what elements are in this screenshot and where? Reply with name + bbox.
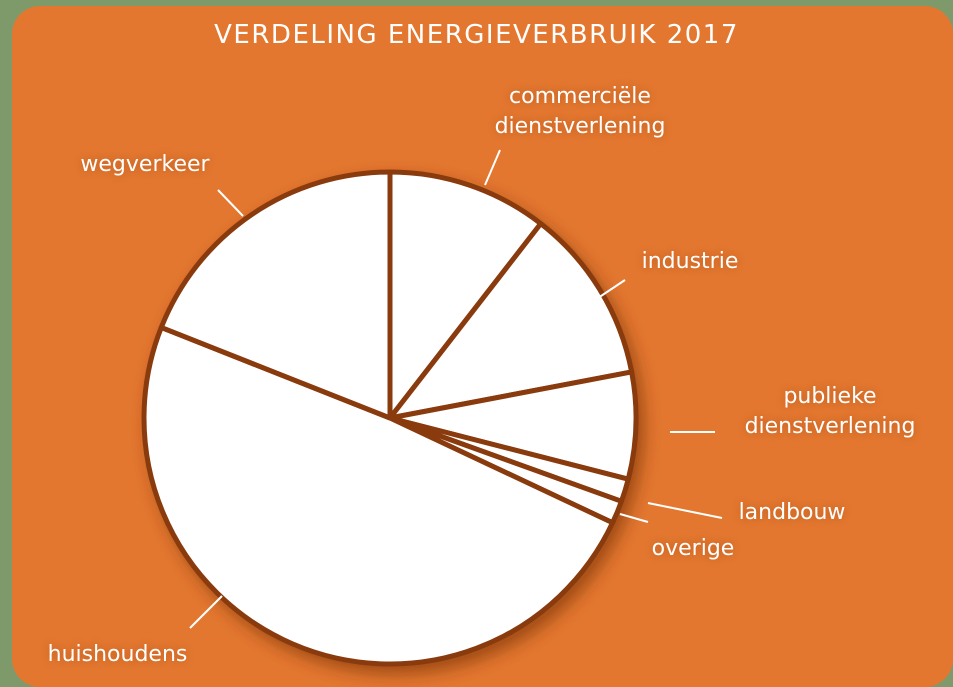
leader-lines <box>189 149 723 629</box>
pie-slice <box>158 169 393 421</box>
chart-title: VERDELING ENERGIEVERBRUIK 2017 <box>214 20 739 50</box>
slice-label: publieke dienstverlening <box>744 384 916 439</box>
pie <box>141 169 639 667</box>
leader-line <box>597 279 626 299</box>
slice-label: huishoudens <box>47 642 188 667</box>
pie-slice <box>387 221 635 421</box>
slice-label: overige <box>651 536 735 561</box>
leader-line <box>647 502 723 519</box>
leader-line <box>189 595 223 629</box>
pie-slice <box>141 324 616 667</box>
leader-line <box>217 189 244 217</box>
slice-label: wegverkeer <box>80 152 210 177</box>
slice-label: landbouw <box>738 500 846 525</box>
slice-label: commerciële dienstverlening <box>494 84 666 139</box>
slice-label: industrie <box>641 249 739 274</box>
leader-line <box>484 149 501 186</box>
leader-line <box>619 513 649 523</box>
pie-slice <box>387 169 544 421</box>
